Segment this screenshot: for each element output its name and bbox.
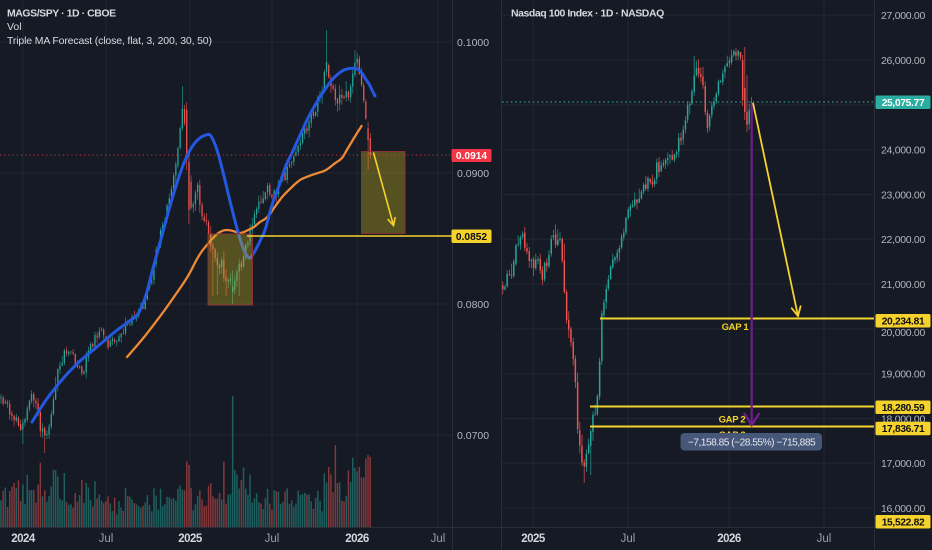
svg-text:GAP 2: GAP 2	[719, 415, 746, 426]
svg-text:Jul: Jul	[431, 533, 446, 545]
svg-text:15,522.82: 15,522.82	[882, 517, 925, 528]
svg-text:0.1000: 0.1000	[457, 37, 489, 49]
svg-text:23,000.00: 23,000.00	[881, 189, 925, 201]
svg-text:26,000.00: 26,000.00	[881, 55, 925, 67]
svg-text:20,234.81: 20,234.81	[882, 316, 925, 327]
svg-text:0.0800: 0.0800	[457, 299, 489, 311]
svg-text:MAGS/SPY · 1D · CBOE: MAGS/SPY · 1D · CBOE	[7, 8, 116, 20]
svg-text:0.0852: 0.0852	[456, 232, 487, 243]
svg-text:Jul: Jul	[265, 533, 280, 545]
svg-text:GAP 1: GAP 1	[722, 322, 750, 333]
svg-text:2026: 2026	[717, 533, 741, 545]
svg-text:2024: 2024	[11, 533, 36, 545]
svg-text:17,000.00: 17,000.00	[881, 458, 925, 470]
svg-text:0.0700: 0.0700	[457, 430, 489, 442]
svg-text:2025: 2025	[178, 533, 203, 545]
svg-text:2025: 2025	[521, 533, 546, 545]
svg-text:0.0900: 0.0900	[457, 168, 489, 180]
svg-text:24,000.00: 24,000.00	[881, 145, 925, 157]
svg-text:17,836.71: 17,836.71	[882, 424, 925, 435]
svg-text:0.0914: 0.0914	[456, 151, 487, 162]
svg-text:Nasdaq 100 Index · 1D · NASDAQ: Nasdaq 100 Index · 1D · NASDAQ	[511, 8, 664, 20]
svg-text:19,000.00: 19,000.00	[881, 369, 925, 381]
svg-text:Jul: Jul	[817, 533, 832, 545]
svg-text:16,000.00: 16,000.00	[881, 503, 925, 515]
svg-text:Jul: Jul	[99, 533, 114, 545]
svg-text:Vol: Vol	[7, 21, 22, 33]
svg-text:21,000.00: 21,000.00	[881, 279, 925, 291]
svg-text:18,280.59: 18,280.59	[882, 403, 925, 414]
svg-text:22,000.00: 22,000.00	[881, 234, 925, 246]
svg-text:27,000.00: 27,000.00	[881, 10, 925, 22]
svg-text:20,000.00: 20,000.00	[881, 327, 925, 339]
svg-text:25,075.77: 25,075.77	[882, 98, 925, 109]
svg-text:2026: 2026	[345, 533, 369, 545]
svg-text:−7,158.85 (−28.55%) −715,885: −7,158.85 (−28.55%) −715,885	[688, 437, 816, 448]
svg-text:Jul: Jul	[621, 533, 636, 545]
svg-text:Triple MA Forecast (close, fla: Triple MA Forecast (close, flat, 3, 200,…	[7, 35, 212, 47]
